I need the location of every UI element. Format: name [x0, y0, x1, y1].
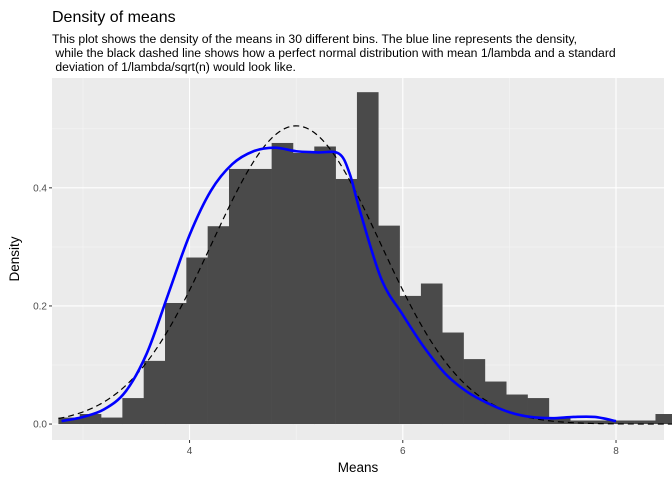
chart-subtitle-line-2: while the black dashed line shows how a …: [52, 46, 616, 60]
histogram-bar: [143, 360, 166, 425]
histogram-bar: [207, 226, 230, 425]
histogram-bar: [186, 257, 208, 425]
y-tick-label: 0.0: [33, 420, 47, 431]
histogram-bar: [122, 398, 144, 425]
histogram-bar: [420, 283, 443, 425]
x-tick-label: 4: [187, 446, 193, 457]
y-axis-title: Density: [7, 236, 22, 281]
x-tick-label: 8: [613, 446, 619, 457]
histogram-bar: [591, 420, 614, 425]
normal-curve-line: [58, 125, 672, 425]
y-tick-label: 0.2: [33, 301, 47, 312]
histogram-bar: [228, 168, 251, 425]
histogram-bar: [484, 381, 507, 425]
histogram-bar: [399, 295, 422, 425]
histogram-bar: [165, 302, 187, 425]
histogram-bar: [442, 332, 464, 425]
histogram-bar: [335, 178, 358, 425]
histogram-bar: [292, 152, 315, 425]
histogram-bar: [356, 92, 379, 425]
density-curve-line: [61, 146, 617, 423]
histogram-bar: [271, 142, 294, 425]
histogram-bar: [79, 414, 102, 425]
x-tick-label: 6: [400, 446, 406, 457]
histogram-bar: [612, 420, 635, 425]
axis-ticks: [49, 187, 617, 443]
chart-title: Density of means: [52, 9, 176, 26]
histogram-bars: [58, 92, 672, 425]
histogram-bar: [548, 417, 571, 425]
histogram-bar: [378, 225, 400, 425]
chart-subtitle-line-3: deviation of 1/lambda/sqrt(n) would look…: [52, 60, 296, 74]
histogram-bar: [314, 146, 336, 425]
y-tick-label: 0.4: [33, 183, 47, 194]
histogram-bar: [570, 420, 592, 425]
histogram-bar: [463, 359, 486, 425]
histogram-bar: [506, 394, 528, 425]
histogram-bar: [634, 420, 656, 425]
histogram-bar: [250, 168, 272, 425]
chart-subtitle-line-1: This plot shows the density of the means…: [52, 32, 577, 46]
histogram-bar: [101, 417, 123, 425]
histogram-bar: [527, 398, 550, 425]
histogram-bar: [655, 414, 672, 425]
x-axis-title: Means: [338, 460, 379, 475]
